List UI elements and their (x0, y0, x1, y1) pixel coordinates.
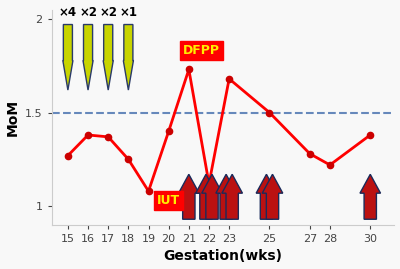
Polygon shape (360, 174, 380, 219)
Polygon shape (256, 174, 277, 219)
Text: ×4: ×4 (59, 6, 77, 19)
Y-axis label: MoM: MoM (6, 99, 20, 136)
Polygon shape (103, 24, 113, 90)
Text: ×2: ×2 (99, 6, 117, 19)
Text: ×1: ×1 (119, 6, 137, 19)
Text: ×2: ×2 (79, 6, 97, 19)
Polygon shape (83, 24, 93, 90)
Text: DFPP: DFPP (183, 44, 220, 57)
X-axis label: Gestation(wks): Gestation(wks) (164, 249, 283, 263)
Polygon shape (63, 24, 73, 90)
Polygon shape (216, 174, 236, 219)
Text: IUT: IUT (157, 194, 180, 207)
Polygon shape (123, 24, 134, 90)
Polygon shape (196, 174, 216, 219)
Polygon shape (222, 174, 242, 219)
Polygon shape (262, 174, 283, 219)
Polygon shape (178, 174, 199, 219)
Polygon shape (202, 174, 222, 219)
